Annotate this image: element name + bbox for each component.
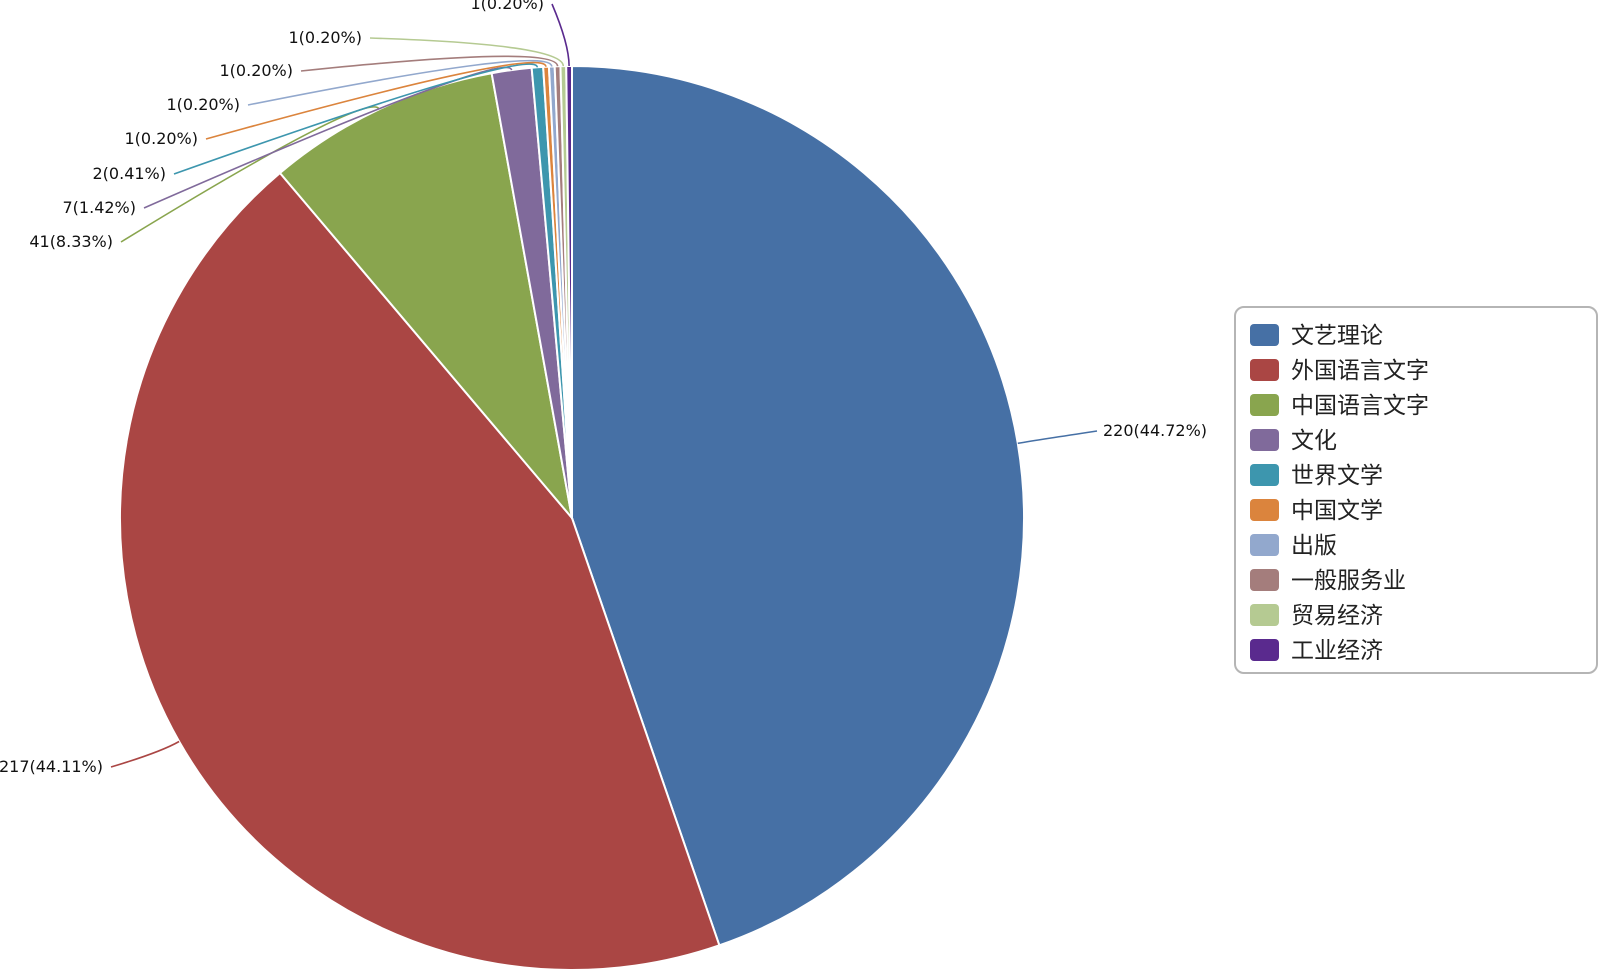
legend-swatch-10 [1250, 639, 1279, 661]
pie-callouts: 220(44.72%) 217(44.11%) 41(8.33%) 7(1.42%) 2… [0, 0, 1207, 776]
legend-label-6[interactable]: 中国文学 [1291, 498, 1383, 524]
data-label-10: 1(0.20%) [471, 0, 545, 13]
legend-items: 文艺理论外国语言文字中国语言文字文化世界文学中国文学出版一般服务业贸易经济工业经… [1250, 323, 1429, 664]
slice-1[interactable] [571, 65, 1025, 947]
legend-swatch-9 [1250, 604, 1279, 626]
legend-label-3[interactable]: 中国语言文字 [1291, 393, 1429, 419]
data-label-8: 1(0.20%) [220, 61, 294, 80]
data-label-2: 217(44.11%) [0, 757, 103, 776]
callout-line-10 [551, 3, 570, 67]
callout-line-1 [1017, 430, 1098, 445]
callout-line-9 [369, 37, 565, 67]
legend-swatch-4 [1250, 429, 1279, 451]
callout-line-6 [205, 61, 547, 140]
callout-line-2 [110, 740, 180, 768]
legend-swatch-7 [1250, 534, 1279, 556]
slice-2[interactable] [119, 171, 721, 971]
data-label-9: 1(0.20%) [289, 28, 363, 47]
legend-swatch-1 [1250, 324, 1279, 346]
legend: 文艺理论外国语言文字中国语言文字文化世界文学中国文学出版一般服务业贸易经济工业经… [1234, 306, 1598, 674]
data-label-7: 1(0.20%) [167, 95, 241, 114]
legend-swatch-3 [1250, 394, 1279, 416]
legend-label-1[interactable]: 文艺理论 [1291, 323, 1383, 349]
callout-line-7 [247, 59, 553, 106]
legend-swatch-8 [1250, 569, 1279, 591]
legend-label-2[interactable]: 外国语言文字 [1291, 358, 1429, 384]
data-label-4: 7(1.42%) [63, 198, 137, 217]
callout-line-8 [300, 55, 559, 72]
legend-label-5[interactable]: 世界文学 [1291, 463, 1383, 489]
pie-slices [119, 65, 1025, 971]
legend-label-7[interactable]: 出版 [1291, 533, 1337, 559]
legend-label-4[interactable]: 文化 [1291, 428, 1337, 454]
callout-line-5 [173, 63, 539, 175]
callout-line-3 [120, 106, 380, 243]
data-label-5: 2(0.41%) [93, 164, 167, 183]
legend-label-9[interactable]: 贸易经济 [1291, 603, 1383, 629]
slice-10[interactable] [565, 65, 573, 519]
legend-swatch-2 [1250, 359, 1279, 381]
data-label-3: 41(8.33%) [29, 232, 113, 251]
legend-swatch-6 [1250, 499, 1279, 521]
legend-swatch-5 [1250, 464, 1279, 486]
data-label-6: 1(0.20%) [125, 129, 199, 148]
legend-box [1234, 306, 1598, 674]
legend-label-8[interactable]: 一般服务业 [1291, 568, 1406, 594]
data-label-1: 220(44.72%) [1103, 421, 1207, 440]
legend-label-10[interactable]: 工业经济 [1291, 638, 1383, 664]
